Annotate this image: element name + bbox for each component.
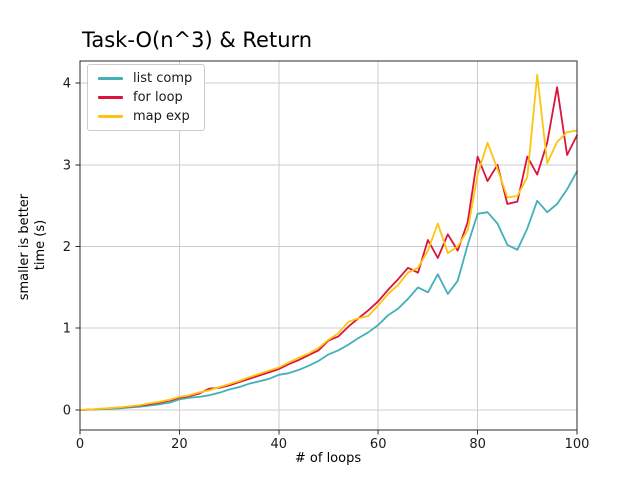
axis-ticks: 0 20 40 60 80 100 0 1 2 3 4 (63, 77, 590, 452)
legend-swatch-icon (98, 96, 123, 99)
series-line-list-comp (79, 170, 578, 411)
x-axis-label: # of loops (295, 451, 361, 466)
x-tick-label: 20 (171, 437, 188, 452)
legend-swatch-icon (98, 77, 123, 80)
y-axis-label-line2: time (s) (33, 220, 48, 270)
x-tick-label: 60 (370, 437, 387, 452)
legend: list comp for loop map exp (87, 64, 206, 131)
legend-swatch-icon (98, 115, 123, 118)
legend-label: map exp (133, 109, 190, 124)
y-axis-label-line1: smaller is better (17, 193, 32, 300)
y-tick-label: 3 (63, 158, 71, 173)
series-line-map-exp (79, 74, 578, 411)
legend-label: list comp (133, 71, 193, 86)
x-tick-label: 80 (469, 437, 486, 452)
legend-item-for-loop: for loop (98, 91, 192, 104)
x-tick-label: 40 (271, 437, 288, 452)
legend-label: for loop (133, 90, 183, 105)
legend-item-list-comp: list comp (98, 72, 192, 85)
series-lines (79, 74, 578, 411)
chart-title: Task-O(n^3) & Return (81, 28, 312, 52)
x-tick-label: 100 (565, 437, 590, 452)
x-tick-label: 0 (76, 437, 84, 452)
legend-item-map-exp: map exp (98, 110, 192, 123)
y-tick-label: 4 (63, 77, 71, 92)
plot-border (79, 60, 578, 431)
y-tick-label: 1 (63, 322, 71, 337)
y-tick-label: 2 (63, 240, 71, 255)
series-line-for-loop (79, 86, 578, 411)
y-axis-label: smaller is better time (s) (17, 190, 48, 301)
y-tick-label: 0 (63, 403, 71, 418)
